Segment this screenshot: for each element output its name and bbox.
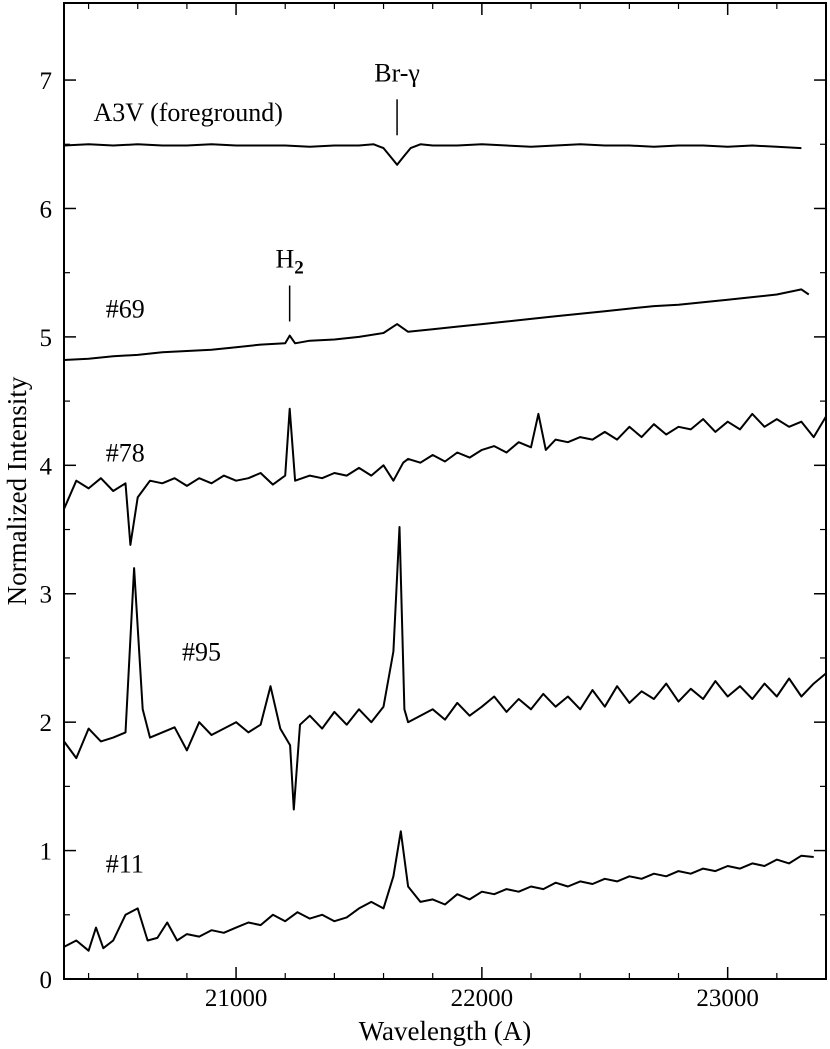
- axis-ticks: 0 1 2 3 4 5 6 7 21000 22000 23000: [40, 3, 826, 1012]
- x-tick-label: 21000: [205, 985, 268, 1012]
- series-label-2: #78: [106, 438, 145, 467]
- series-label-4: #11: [106, 849, 144, 878]
- series-labels: A3V (foreground) #69 #78 #95 #11: [93, 98, 282, 878]
- series-label-0: A3V (foreground): [93, 98, 282, 127]
- y-tick-label: 6: [40, 196, 53, 223]
- x-axis-label: Wavelength (A): [359, 1016, 532, 1046]
- y-tick-label: 4: [40, 453, 53, 480]
- spectrum-line-2: [63, 407, 827, 546]
- spectra-series: [63, 143, 827, 952]
- spectrum-line-1: [63, 288, 810, 361]
- x-tick-label: 23000: [696, 985, 759, 1012]
- x-tick-label: 22000: [451, 985, 514, 1012]
- y-tick-label: 0: [40, 967, 53, 994]
- line-annotations: Br-γ H2: [276, 58, 420, 322]
- y-axis-label: Normalized Intensity: [2, 376, 32, 605]
- spectrum-line-0: [63, 143, 802, 166]
- series-label-3: #95: [182, 638, 221, 667]
- y-tick-label: 2: [40, 710, 53, 737]
- spectrum-line-3: [63, 526, 827, 811]
- spectrum-line-4: [63, 830, 814, 952]
- plot-frame: [63, 2, 827, 980]
- series-label-1: #69: [106, 295, 145, 324]
- y-tick-label: 3: [40, 582, 53, 609]
- y-tick-label: 7: [40, 68, 53, 95]
- annotation-label-0: Br-γ: [374, 58, 420, 87]
- y-tick-label: 1: [40, 839, 53, 866]
- y-tick-label: 5: [40, 325, 53, 352]
- annotation-label-1: H2: [276, 245, 304, 279]
